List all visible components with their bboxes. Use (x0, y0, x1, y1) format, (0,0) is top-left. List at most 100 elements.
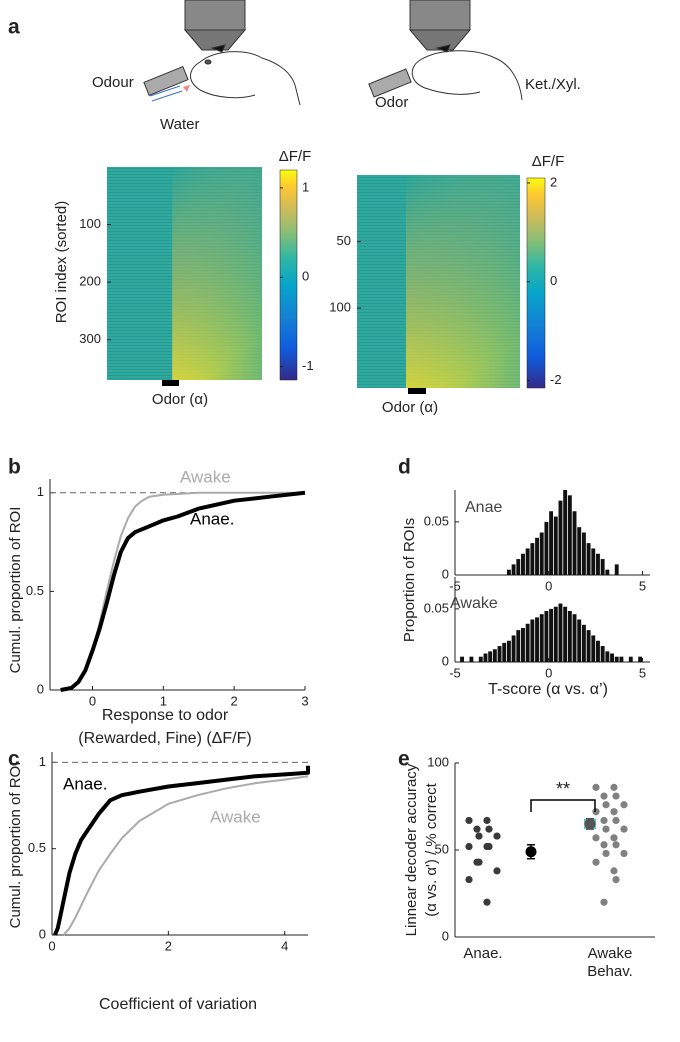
hist-bar (563, 606, 568, 662)
water-label: Water (160, 116, 199, 133)
heatmap-response (405, 175, 520, 388)
y-axis-label: Linnear decoder accuracy (403, 763, 420, 936)
y-tick-label: 50 (435, 841, 449, 856)
mean-dot (525, 846, 537, 858)
hist-bar (638, 656, 643, 662)
x-category-label: Anae. (463, 945, 503, 962)
cdf-line (53, 765, 310, 936)
colorbar-tick-label: 0 (550, 273, 557, 288)
series-label: Awake (180, 467, 231, 486)
hist-bar (577, 527, 582, 575)
x-axis-label: T-score (α vs. α’) (488, 681, 608, 698)
y-tick-label: 0 (37, 681, 44, 696)
y-axis-label: Cumul. proportion of ROI (7, 507, 24, 674)
series-label: Awake (210, 807, 261, 826)
odour-label: Odour (92, 74, 134, 91)
heatmap-response (172, 167, 262, 380)
y-axis-label: (α vs. α') / % correct (423, 782, 440, 916)
hist-label: Awake (450, 595, 498, 612)
colorbar (526, 177, 546, 389)
hist-bar (506, 569, 511, 575)
data-dot (612, 875, 620, 884)
colorbar-tick-label: 1 (302, 179, 309, 194)
data-dot (610, 867, 618, 875)
data-dot (612, 792, 620, 800)
x-tick-label: 2 (231, 693, 238, 708)
data-dot (620, 825, 628, 833)
panel-label: b (8, 456, 21, 479)
hist-bar (535, 537, 539, 575)
x-axis-label: (Rewarded, Fine) (ΔF/F) (78, 730, 251, 747)
x-tick-label: -5 (449, 665, 461, 680)
data-dot (485, 842, 493, 851)
y-tick-label: 1 (39, 754, 46, 769)
hist-bar (511, 564, 516, 575)
x-tick-label: 0 (545, 578, 552, 593)
setup-illustration-left (143, 0, 301, 106)
panel-label: c (8, 748, 20, 771)
hist-bar (469, 656, 474, 662)
hist-bar (521, 553, 525, 575)
hist-bar (577, 619, 582, 662)
hist-bar (525, 548, 530, 575)
data-dot (465, 842, 473, 851)
colorbar-tick-label: -2 (550, 372, 562, 387)
hist-bar (628, 656, 633, 662)
hist-bar (516, 559, 521, 575)
hist-bar (460, 656, 464, 662)
data-dot (475, 858, 483, 866)
hist-bar (530, 543, 535, 575)
significance-bracket (530, 799, 596, 812)
data-dot (610, 808, 618, 816)
hist-bar (478, 656, 483, 662)
colorbar-tick-label: 0 (302, 269, 309, 284)
hist-bar (586, 630, 591, 662)
y-tick-label: 200 (79, 274, 101, 289)
hist-bar (605, 569, 610, 575)
hist-bar (572, 614, 577, 662)
data-dot (473, 825, 481, 833)
mean-dot (584, 818, 596, 830)
hist-bar (614, 656, 619, 662)
hist-bar (497, 646, 502, 662)
x-tick-label: 1 (160, 693, 167, 708)
data-dot (602, 825, 610, 833)
odor-label: Odor (375, 94, 408, 111)
significance-label: ** (556, 779, 570, 799)
hist-bar (563, 490, 568, 575)
data-dot (475, 832, 483, 840)
data-dot (493, 867, 501, 875)
y-tick-label: 100 (427, 754, 449, 769)
hist-bar (539, 614, 544, 662)
hist-bar (600, 646, 605, 662)
colorbar-label: ΔF/F (532, 153, 565, 170)
data-dot (465, 875, 473, 884)
hist-bar (549, 608, 554, 662)
hist-bar (558, 500, 563, 575)
category-box: Awake Behav. (587, 945, 633, 980)
x-tick-label: 0 (545, 665, 552, 680)
data-dot (600, 841, 608, 849)
y-tick-label: 100 (329, 300, 351, 315)
y-tick-label: 300 (79, 331, 101, 346)
x-tick-label: 5 (639, 665, 646, 680)
hist-bar (535, 617, 539, 662)
data-dot (612, 841, 620, 849)
data-dot (592, 808, 600, 816)
data-dot (612, 816, 620, 825)
data-dot (620, 801, 628, 809)
data-dot (600, 816, 608, 825)
x-tick-label: 3 (301, 693, 308, 708)
colorbar-tick-label: -1 (302, 358, 314, 373)
data-dot (592, 783, 600, 791)
data-dot (483, 898, 491, 906)
hist-bar (596, 640, 600, 662)
hist-bar (549, 511, 554, 575)
hist-bar (600, 559, 605, 575)
y-axis-label: Proportion of ROIs (401, 518, 418, 642)
panel-label: e (398, 748, 410, 771)
odor-bar (162, 380, 179, 386)
data-dot (602, 849, 610, 858)
data-dot (602, 801, 610, 809)
hist-bar (610, 653, 614, 662)
